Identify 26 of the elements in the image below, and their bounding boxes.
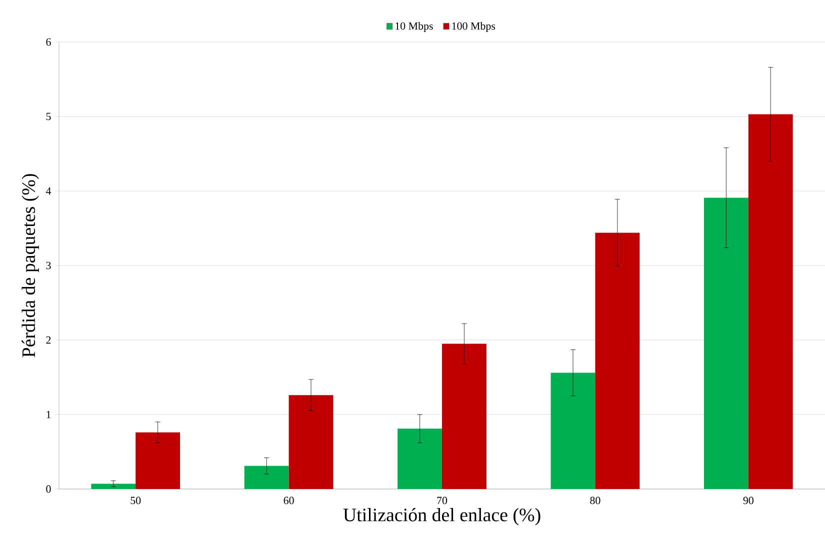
y-tick-label: 1 xyxy=(46,410,51,418)
y-axis-title: Pérdida de paquetes (%) xyxy=(22,174,39,358)
bar xyxy=(91,484,136,489)
bar xyxy=(288,395,334,489)
y-tick-label: 5 xyxy=(46,112,51,120)
legend-label: 10 Mbps xyxy=(396,22,433,32)
y-tick-label: 2 xyxy=(46,336,51,344)
y-tick-label: 6 xyxy=(46,38,51,46)
legend-label: 100 Mbps xyxy=(452,22,496,32)
y-tick-label: 3 xyxy=(46,262,51,270)
x-tick-label: 70 xyxy=(437,496,448,504)
bar xyxy=(442,344,486,489)
bar xyxy=(748,114,793,489)
x-tick-label: 80 xyxy=(590,496,600,504)
bar xyxy=(550,372,596,489)
y-tick-label: 0 xyxy=(46,485,51,493)
bar xyxy=(704,198,748,489)
x-axis-title: Utilización del enlace (%) xyxy=(343,508,540,526)
bar xyxy=(244,466,289,489)
bar xyxy=(595,232,640,489)
x-tick-label: 60 xyxy=(284,496,294,504)
y-tick-label: 4 xyxy=(46,187,52,195)
bar xyxy=(136,432,180,489)
x-tick-label: 50 xyxy=(130,496,141,504)
x-tick-label: 90 xyxy=(743,496,754,504)
bar xyxy=(398,428,442,489)
